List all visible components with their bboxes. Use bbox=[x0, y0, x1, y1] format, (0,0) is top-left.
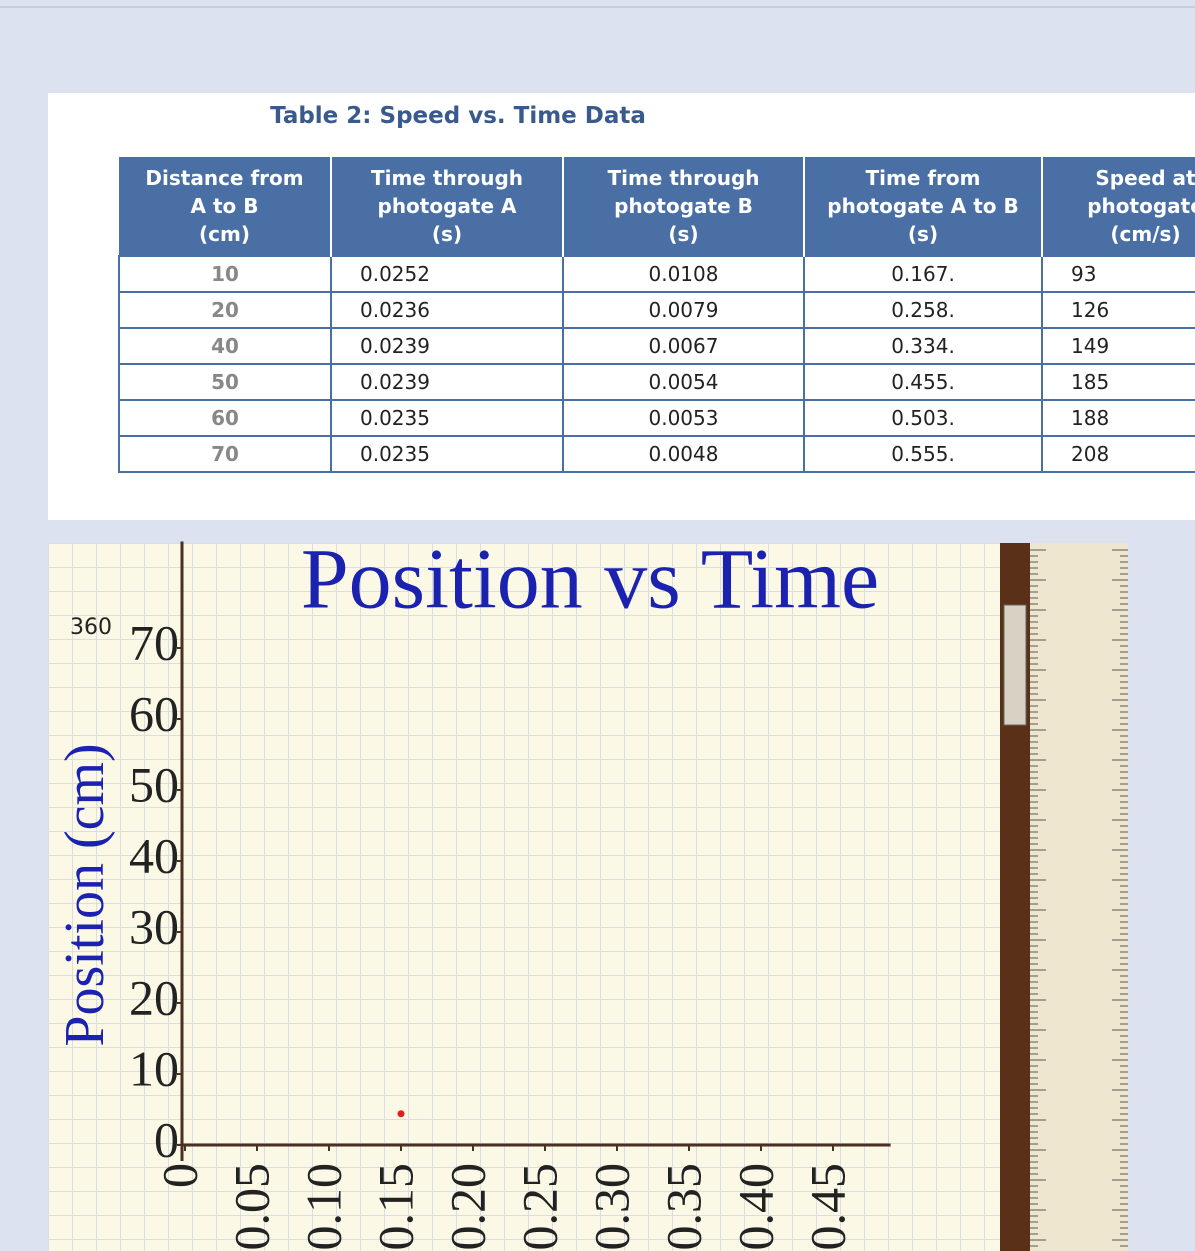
header-cell: Time from photogate A to B (s) bbox=[804, 157, 1043, 256]
table-cell: 10 bbox=[118, 255, 332, 293]
y-tick-label: 50 bbox=[129, 756, 179, 812]
table-cell: 93 bbox=[1041, 255, 1195, 293]
table-cell: 0.0239 bbox=[330, 327, 564, 365]
header-cell: Speed at photogate (cm/s) bbox=[1042, 157, 1195, 256]
table-cell: 0.0239 bbox=[330, 363, 564, 401]
data-table: Distance from A to B (cm) Time through ph… bbox=[118, 157, 1195, 473]
table-cell: 50 bbox=[118, 363, 332, 401]
table-cell: 149 bbox=[1041, 327, 1195, 365]
table-cell: 208 bbox=[1041, 435, 1195, 473]
x-tick-label: 0.40 bbox=[727, 1163, 783, 1251]
x-tick-label: 0.05 bbox=[223, 1163, 279, 1251]
header-cell: Time through photogate A (s) bbox=[331, 157, 564, 256]
header-cell: Time through photogate B (s) bbox=[563, 157, 805, 256]
table-cell: 0.0079 bbox=[562, 291, 805, 329]
x-tick-label: 0.25 bbox=[511, 1163, 567, 1251]
divider bbox=[0, 6, 1195, 8]
y-tick-label: 30 bbox=[129, 898, 179, 954]
table-row: 70 0.0235 0.0048 0.555. 208 bbox=[118, 435, 1195, 473]
table-cell: 185 bbox=[1041, 363, 1195, 401]
table-cell: 0.503. bbox=[803, 399, 1043, 437]
table-body: 10 0.0252 0.0108 0.167. 93 20 0.0236 0.0079 0.25… bbox=[118, 255, 1195, 473]
header-cell: Distance from A to B (cm) bbox=[119, 157, 332, 256]
annotation: 360 bbox=[70, 615, 112, 640]
table-cell: 0.0235 bbox=[330, 435, 564, 473]
table-cell: 126 bbox=[1041, 291, 1195, 329]
y-axis-label: Position (cm) bbox=[54, 743, 116, 1046]
x-tick-label: 0.10 bbox=[295, 1163, 351, 1251]
table-cell: 0.0108 bbox=[562, 255, 805, 293]
table-cell: 0.0236 bbox=[330, 291, 564, 329]
ruler-clip bbox=[1003, 604, 1027, 726]
table-cell: 40 bbox=[118, 327, 332, 365]
table-cell: 0.0048 bbox=[562, 435, 805, 473]
y-tick-label: 0 bbox=[154, 1111, 179, 1167]
table-cell: 0.0235 bbox=[330, 399, 564, 437]
table-row: 40 0.0239 0.0067 0.334. 149 bbox=[118, 327, 1195, 365]
table-cell: 0.0053 bbox=[562, 399, 805, 437]
table-cell: 70 bbox=[118, 435, 332, 473]
table-panel: Table 2: Speed vs. Time Data Distance fr… bbox=[48, 93, 1195, 520]
table-cell: 188 bbox=[1041, 399, 1195, 437]
y-tick-label: 60 bbox=[129, 685, 179, 741]
table-row: 10 0.0252 0.0108 0.167. 93 bbox=[118, 255, 1195, 293]
x-tick-label: 0.20 bbox=[439, 1163, 495, 1251]
header-row: Distance from A to B (cm) Time through ph… bbox=[119, 157, 1195, 256]
table-cell: 0.0054 bbox=[562, 363, 805, 401]
table-cell: 60 bbox=[118, 399, 332, 437]
x-tick-label: 0.35 bbox=[655, 1163, 711, 1251]
x-tick-label: 0.15 bbox=[367, 1163, 423, 1251]
y-tick-label: 20 bbox=[129, 969, 179, 1025]
table-cell: 0.258. bbox=[803, 291, 1043, 329]
chart-title: Position vs Time bbox=[301, 531, 879, 627]
data-point bbox=[397, 1110, 405, 1118]
table-cell: 20 bbox=[118, 291, 332, 329]
table-cell: 0.555. bbox=[803, 435, 1043, 473]
x-tick-label: 0.45 bbox=[799, 1163, 855, 1251]
table-cell: 0.0067 bbox=[562, 327, 805, 365]
table-row: 20 0.0236 0.0079 0.258. 126 bbox=[118, 291, 1195, 329]
table-cell: 0.334. bbox=[803, 327, 1043, 365]
y-tick-label: 70 bbox=[129, 614, 179, 670]
table-row: 50 0.0239 0.0054 0.455. 185 bbox=[118, 363, 1195, 401]
chart-panel bbox=[48, 543, 1128, 1251]
table-title: Table 2: Speed vs. Time Data bbox=[270, 103, 646, 129]
table-cell: 0.455. bbox=[803, 363, 1043, 401]
table-row: 60 0.0235 0.0053 0.503. 188 bbox=[118, 399, 1195, 437]
y-tick-label: 10 bbox=[129, 1040, 179, 1096]
x-tick-label: 0.30 bbox=[583, 1163, 639, 1251]
table-cell: 0.167. bbox=[803, 255, 1043, 293]
y-tick-label: 40 bbox=[129, 827, 179, 883]
table-cell: 0.0252 bbox=[330, 255, 564, 293]
x-tick-label: 0 bbox=[151, 1163, 207, 1188]
